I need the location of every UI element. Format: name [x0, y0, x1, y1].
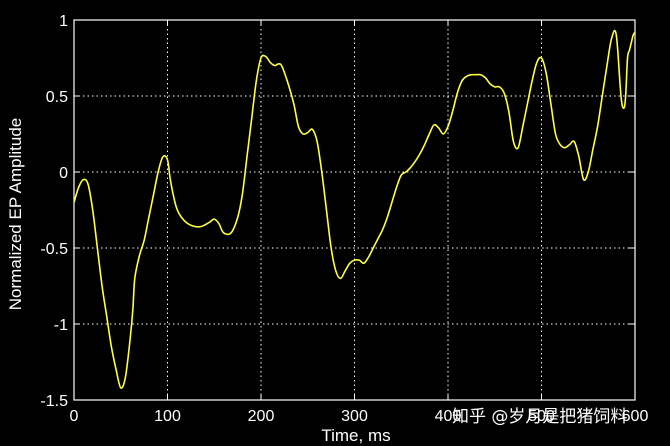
x-axis-label: Time, ms — [321, 426, 390, 445]
y-tick-label: 1 — [59, 13, 68, 30]
x-tick-label: 100 — [154, 408, 181, 425]
y-tick-label: 0.5 — [46, 89, 68, 106]
x-tick-label: 200 — [248, 408, 275, 425]
series-line — [73, 29, 636, 389]
x-tick-label: 300 — [341, 408, 368, 425]
series — [73, 29, 636, 389]
y-axis-label: Normalized EP Amplitude — [6, 118, 25, 310]
y-tick-label: -0.5 — [40, 241, 68, 258]
y-tick-label: -1.5 — [40, 393, 68, 410]
y-ticks: -1.5 -1 -0.5 0 0.5 1 — [40, 13, 635, 410]
x-tick-label: 0 — [70, 408, 79, 425]
x-tick-label: 400 — [435, 408, 462, 425]
y-tick-label: -1 — [54, 317, 68, 334]
x-tick-label: 500 — [528, 408, 555, 425]
y-tick-label: 0 — [59, 165, 68, 182]
x-ticks: 0 100 200 300 400 500 600 — [70, 20, 649, 425]
x-tick-label: 600 — [622, 408, 649, 425]
grid — [74, 20, 635, 400]
watermark-text: 知乎 @岁月是把猪饲料 — [452, 407, 627, 427]
